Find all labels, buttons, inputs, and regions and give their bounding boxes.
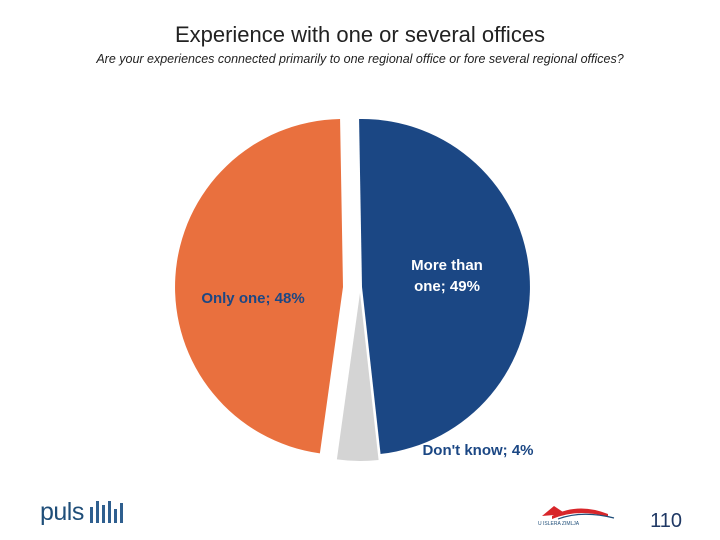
chart-title: Experience with one or several offices: [174, 22, 546, 47]
partner-logo: U ISLERA ZIMLJA: [538, 500, 628, 536]
puls-logo-text: puls: [40, 498, 84, 526]
pie-label-don-t-know: Don't know; 4%: [422, 442, 533, 459]
pie-slice-only-one: [175, 119, 343, 454]
partner-logo-text: U ISLERA ZIMLJA: [538, 521, 580, 527]
chart-subtitle: Are your experiences connected primarily…: [96, 52, 624, 66]
puls-logo-bars-icon: [87, 501, 123, 523]
pie-slice-don-t-know: [336, 293, 379, 461]
puls-logo: puls: [40, 500, 123, 525]
partner-logo-icon: [542, 506, 615, 520]
page-number: 110: [650, 510, 682, 532]
pie-slice-more-than-one: [359, 119, 530, 454]
pie-label-only-one: Only one; 48%: [201, 290, 304, 307]
pie-label-more-than-one: More than one; 49%: [411, 257, 483, 295]
